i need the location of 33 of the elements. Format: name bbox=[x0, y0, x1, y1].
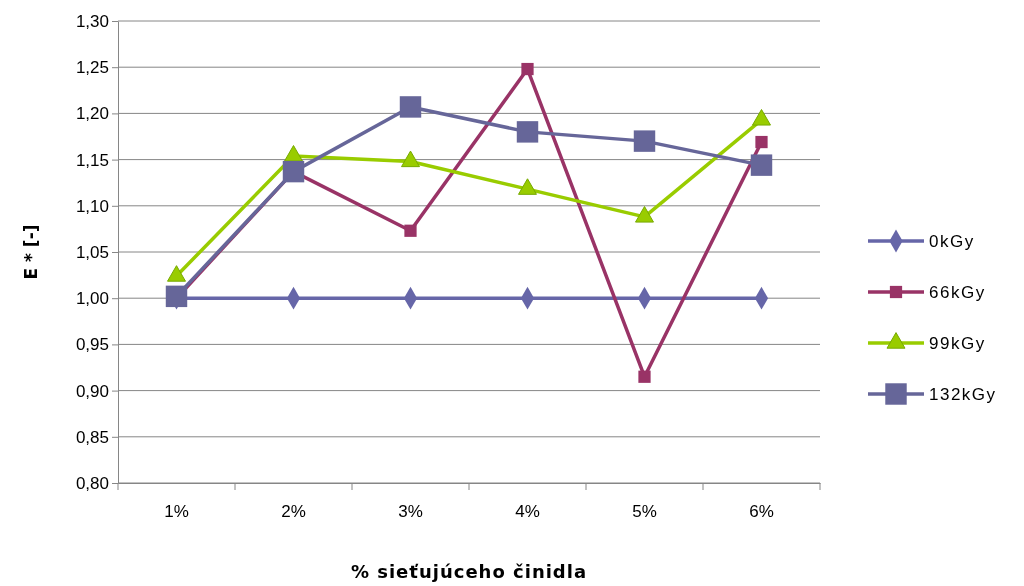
point bbox=[521, 62, 534, 76]
point bbox=[638, 370, 651, 383]
point bbox=[633, 130, 656, 152]
y-tick-label: 1,20 bbox=[75, 104, 109, 124]
legend-label: 99kGy bbox=[929, 334, 986, 353]
x-tick-label: 3% bbox=[398, 502, 423, 522]
y-tick-label: 0,95 bbox=[75, 335, 109, 355]
y-tick-label: 1,25 bbox=[75, 58, 109, 78]
point bbox=[755, 135, 768, 149]
y-tick-label: 1,00 bbox=[75, 289, 109, 309]
point bbox=[399, 96, 422, 118]
point bbox=[516, 121, 539, 143]
y-tick-label: 0,80 bbox=[75, 473, 109, 493]
x-tick-label: 5% bbox=[632, 502, 657, 522]
y-axis-title: E * [-] bbox=[21, 224, 41, 280]
x-tick-label: 2% bbox=[281, 502, 306, 522]
x-tick-label: 1% bbox=[164, 502, 189, 522]
point bbox=[165, 285, 188, 308]
y-tick-label: 1,05 bbox=[75, 242, 109, 262]
x-axis-title: % sieťujúceho činidla bbox=[350, 561, 588, 582]
y-tick-label: 1,30 bbox=[75, 11, 109, 31]
legend-label: 66kGy bbox=[929, 283, 986, 302]
y-tick-label: 0,85 bbox=[75, 427, 109, 447]
y-tick-label: 1,15 bbox=[75, 150, 109, 170]
point bbox=[750, 154, 773, 176]
x-tick-label: 4% bbox=[515, 502, 540, 522]
x-tick-label: 6% bbox=[749, 502, 774, 522]
legend-label: 0kGy bbox=[929, 232, 975, 251]
y-tick-label: 0,90 bbox=[75, 381, 109, 401]
point bbox=[282, 160, 305, 183]
legend-label: 132kGy bbox=[929, 385, 997, 404]
point bbox=[404, 224, 417, 237]
y-tick-label: 1,10 bbox=[75, 196, 109, 216]
